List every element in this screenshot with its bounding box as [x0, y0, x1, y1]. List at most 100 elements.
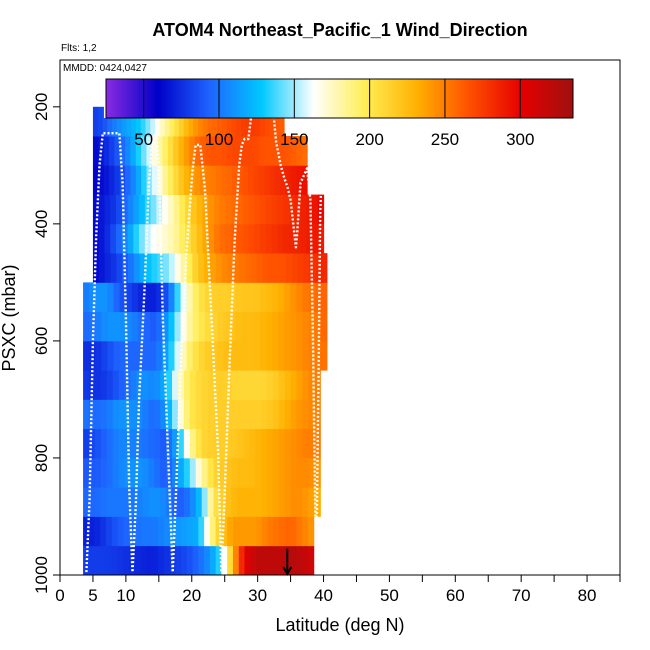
heatmap-cell — [172, 399, 179, 430]
heatmap-cell — [98, 194, 106, 225]
heatmap-cell — [248, 223, 255, 254]
heatmap-cell — [144, 311, 151, 342]
heatmap-cell — [136, 457, 143, 488]
heatmap-cell — [168, 253, 176, 283]
heatmap-cell — [267, 545, 274, 575]
heatmap-cell — [250, 106, 256, 137]
heatmap-cell — [269, 165, 276, 195]
y-tick-label: 800 — [32, 444, 51, 472]
heatmap-cell — [89, 282, 96, 313]
heatmap-cell — [278, 311, 285, 342]
heatmap-cell — [107, 282, 115, 313]
heatmap-cell — [146, 545, 153, 575]
heatmap-cell — [296, 311, 304, 342]
heatmap-cell — [237, 457, 244, 488]
heatmap-cell — [302, 311, 310, 342]
heatmap-cell — [144, 340, 151, 371]
heatmap-cell — [244, 545, 251, 575]
heatmap-cell — [125, 311, 133, 342]
heatmap-cell — [169, 516, 176, 547]
heatmap-cells — [83, 86, 328, 575]
heatmap-cell — [301, 165, 308, 195]
heatmap-cell — [243, 370, 250, 400]
heatmap-cell — [255, 428, 262, 459]
heatmap-cell — [237, 487, 244, 517]
heatmap-cell — [157, 253, 164, 283]
heatmap-cell — [190, 223, 198, 254]
heatmap-cell — [229, 340, 237, 371]
heatmap-cell — [223, 282, 230, 313]
heatmap-cell — [101, 311, 109, 342]
x-tick-label: 70 — [512, 586, 531, 605]
colorbar-tick-label: 100 — [205, 130, 233, 149]
heatmap-cell — [265, 194, 273, 225]
heatmap-cell — [88, 428, 96, 459]
heatmap-cell — [181, 516, 188, 547]
heatmap-cell — [207, 428, 215, 459]
heatmap-cell — [148, 428, 155, 459]
heatmap-cell — [135, 165, 142, 195]
heatmap-cell — [124, 428, 132, 459]
heatmap-cell — [112, 487, 120, 517]
heatmap-cell — [223, 340, 230, 371]
heatmap-cell — [232, 165, 239, 195]
heatmap-cell — [217, 311, 224, 342]
heatmap-cell — [119, 282, 127, 313]
heatmap-cell — [110, 194, 117, 225]
heatmap-cell — [242, 165, 249, 195]
heatmap-cell — [179, 223, 186, 254]
heatmap-cell — [207, 457, 215, 488]
heatmap-cell — [189, 399, 197, 430]
heatmap-cell — [279, 516, 286, 547]
heatmap-cell — [248, 165, 255, 195]
heatmap-cell — [225, 457, 232, 488]
heatmap-cell — [291, 165, 297, 195]
heatmap-cell — [162, 165, 169, 195]
heatmap-cell — [195, 457, 203, 488]
heatmap-cell — [219, 370, 226, 400]
heatmap-cell — [150, 194, 157, 225]
heatmap-cell — [177, 370, 185, 400]
heatmap-cell — [172, 370, 179, 400]
heatmap-cell — [300, 194, 307, 225]
heatmap-cell — [285, 165, 292, 195]
heatmap-cell — [290, 340, 297, 371]
heatmap-cell — [278, 487, 286, 517]
heatmap-cell — [278, 428, 286, 459]
heatmap-cell — [198, 340, 206, 371]
heatmap-cell — [128, 253, 135, 283]
heatmap-cell — [243, 399, 250, 430]
heatmap-cell — [259, 282, 267, 313]
heatmap-cell — [213, 487, 221, 517]
heatmap-cell — [136, 370, 143, 400]
heatmap-cell — [121, 106, 127, 137]
heatmap-cell — [131, 311, 139, 342]
heatmap-cell — [291, 253, 299, 283]
heatmap-cell — [186, 340, 194, 371]
heatmap-cell — [186, 282, 194, 313]
heatmap-cell — [225, 223, 232, 254]
heatmap-cell — [154, 487, 161, 517]
heatmap-cell — [152, 516, 159, 547]
heatmap-cell — [207, 487, 215, 517]
heatmap-cell — [179, 194, 186, 225]
heatmap-cell — [202, 106, 209, 137]
heatmap-cell — [243, 428, 250, 459]
heatmap-cell — [227, 253, 234, 283]
heatmap-cell — [221, 545, 228, 575]
heatmap-cell — [167, 194, 175, 225]
heatmap-cell — [302, 457, 309, 488]
heatmap-cell — [190, 194, 198, 225]
heatmap-cell — [83, 340, 90, 371]
heatmap-cell — [225, 487, 232, 517]
heatmap-cell — [106, 370, 114, 400]
heatmap-cell — [248, 136, 255, 166]
heatmap-cell — [284, 340, 291, 371]
heatmap-cell — [131, 340, 139, 371]
heatmap-cell — [253, 136, 260, 166]
heatmap-cell — [209, 545, 217, 575]
heatmap-cell — [250, 516, 257, 547]
heatmap-cell — [127, 194, 134, 225]
heatmap-cell — [102, 106, 108, 137]
heatmap-cell — [83, 282, 90, 313]
